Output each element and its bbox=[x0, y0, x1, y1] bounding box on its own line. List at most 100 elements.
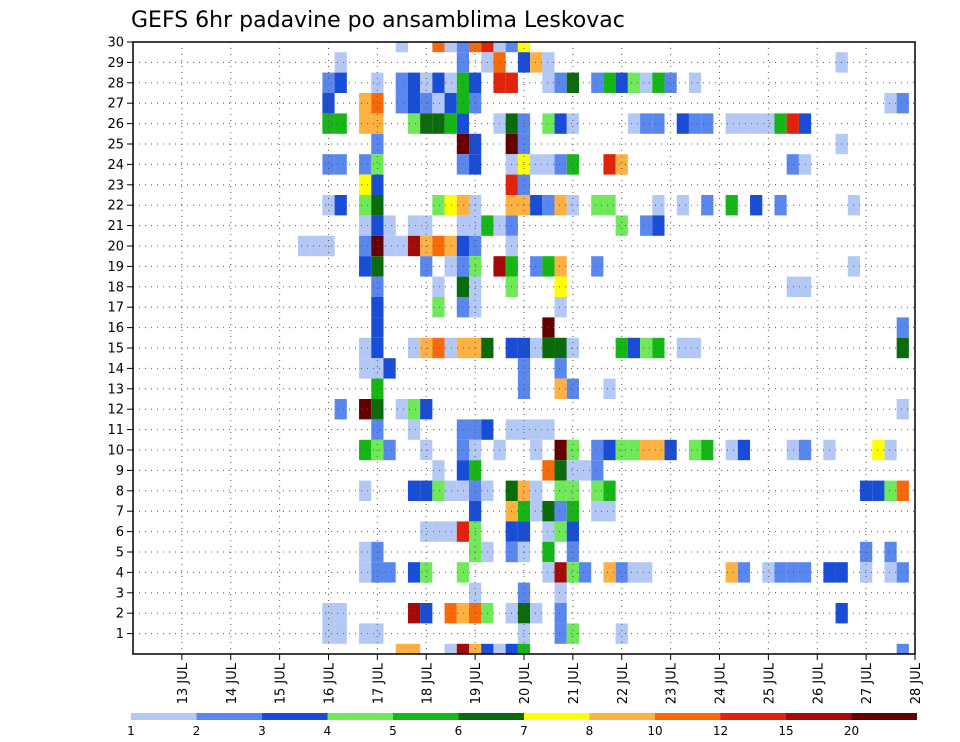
heatmap-cell bbox=[627, 439, 641, 461]
heatmap-cell bbox=[578, 562, 592, 583]
heatmap-cell bbox=[359, 235, 372, 257]
heatmap-cell bbox=[469, 42, 482, 53]
heatmap-cell bbox=[786, 276, 799, 297]
y-tick-label: 29 bbox=[107, 56, 124, 71]
heatmap-cell bbox=[554, 113, 567, 134]
heatmap-cell bbox=[688, 337, 702, 359]
heatmap-cell bbox=[676, 337, 689, 359]
heatmap-cell bbox=[420, 480, 433, 501]
heatmap-cell bbox=[640, 215, 653, 236]
y-tick-label: 18 bbox=[107, 280, 124, 295]
heatmap-cell bbox=[640, 72, 653, 93]
x-tick-label: 25 JUL bbox=[762, 662, 777, 704]
heatmap-cell bbox=[456, 256, 470, 277]
colorbar-segment bbox=[786, 713, 852, 720]
heatmap-cell bbox=[359, 623, 372, 644]
heatmap-cell bbox=[322, 603, 335, 624]
heatmap-cell bbox=[554, 72, 567, 93]
heatmap-cell bbox=[371, 358, 384, 379]
heatmap-cell bbox=[786, 439, 799, 461]
heatmap-cell bbox=[420, 399, 433, 420]
heatmap-cell bbox=[322, 623, 335, 644]
heatmap-cell bbox=[566, 113, 579, 134]
colorbar-segment bbox=[589, 713, 655, 720]
heatmap-cell bbox=[542, 317, 555, 338]
x-tick-label: 28 JUL bbox=[909, 662, 924, 704]
heatmap-cell bbox=[701, 113, 714, 134]
y-tick-label: 28 bbox=[107, 76, 124, 91]
heatmap-cell bbox=[554, 358, 567, 379]
heatmap-cell bbox=[615, 562, 628, 583]
colorbar-label: 12 bbox=[713, 724, 728, 738]
heatmap-cell bbox=[334, 623, 347, 644]
heatmap-cell bbox=[456, 521, 470, 542]
heatmap-cell bbox=[395, 93, 408, 114]
heatmap-cell bbox=[456, 480, 470, 501]
heatmap-cell bbox=[554, 623, 567, 644]
heatmap-cell bbox=[554, 297, 567, 318]
heatmap-cell bbox=[359, 399, 372, 420]
heatmap-cell bbox=[860, 562, 873, 583]
heatmap-cell bbox=[615, 72, 628, 93]
heatmap-cell bbox=[774, 562, 787, 583]
heatmap-cell bbox=[395, 399, 408, 420]
heatmap-cell bbox=[456, 113, 470, 134]
heatmap-cell bbox=[554, 582, 567, 603]
heatmap-cell bbox=[566, 623, 579, 644]
heatmap-cell bbox=[407, 399, 421, 420]
heatmap-cell bbox=[420, 256, 433, 277]
heatmap-cell bbox=[530, 439, 543, 461]
heatmap-cell bbox=[456, 562, 470, 583]
heatmap-cell bbox=[444, 480, 457, 501]
y-tick-label: 23 bbox=[107, 178, 124, 193]
heatmap-cell bbox=[432, 93, 445, 114]
y-tick-label: 19 bbox=[107, 260, 124, 275]
heatmap-cell bbox=[615, 623, 628, 644]
y-tick-label: 13 bbox=[107, 382, 124, 397]
heatmap-cell bbox=[371, 317, 384, 338]
heatmap-cell bbox=[542, 541, 555, 563]
heatmap-cell bbox=[371, 399, 384, 420]
heatmap-cell bbox=[627, 337, 641, 359]
heatmap-cell bbox=[554, 276, 567, 297]
heatmap-cell bbox=[725, 113, 738, 134]
heatmap-cell bbox=[640, 113, 653, 134]
heatmap-cell bbox=[542, 562, 555, 583]
heatmap-cell bbox=[407, 215, 421, 236]
colorbar-segment bbox=[851, 713, 917, 720]
heatmap-cell bbox=[359, 480, 372, 501]
heatmap-cell bbox=[591, 72, 604, 93]
heatmap-cell bbox=[603, 480, 616, 501]
heatmap-cell bbox=[456, 215, 470, 236]
heatmap-cell bbox=[566, 562, 579, 583]
heatmap-cell bbox=[456, 42, 470, 53]
heatmap-cell bbox=[371, 113, 384, 134]
heatmap-cell bbox=[603, 72, 616, 93]
x-tick-label: 14 JUL bbox=[225, 662, 240, 704]
heatmap-cell bbox=[322, 93, 335, 114]
heatmap-cell bbox=[896, 643, 909, 654]
colorbar-segment bbox=[327, 713, 393, 720]
heatmap-cell bbox=[542, 460, 555, 481]
colorbar-label: 2 bbox=[193, 724, 201, 738]
heatmap-cell bbox=[688, 439, 702, 461]
heatmap-cell bbox=[420, 93, 433, 114]
y-tick-label: 25 bbox=[107, 138, 124, 153]
heatmap-cell bbox=[407, 480, 421, 501]
heatmap-cells bbox=[297, 42, 909, 654]
colorbar-label: 1 bbox=[127, 724, 135, 738]
heatmap-cell bbox=[530, 195, 543, 216]
heatmap-cell bbox=[334, 195, 347, 216]
heatmap-cell bbox=[420, 562, 433, 583]
chart-title: GEFS 6hr padavine po ansamblima Leskovac bbox=[131, 8, 625, 33]
heatmap-cell bbox=[371, 256, 384, 277]
heatmap-cell bbox=[774, 113, 787, 134]
heatmap-cell bbox=[395, 643, 408, 654]
x-tick-label: 13 JUL bbox=[176, 662, 191, 704]
heatmap-cell bbox=[542, 72, 555, 93]
heatmap-cell bbox=[505, 42, 518, 53]
heatmap-cell bbox=[652, 195, 665, 216]
heatmap-cell bbox=[566, 460, 579, 481]
heatmap-cell bbox=[652, 439, 665, 461]
heatmap-cell bbox=[420, 113, 433, 134]
